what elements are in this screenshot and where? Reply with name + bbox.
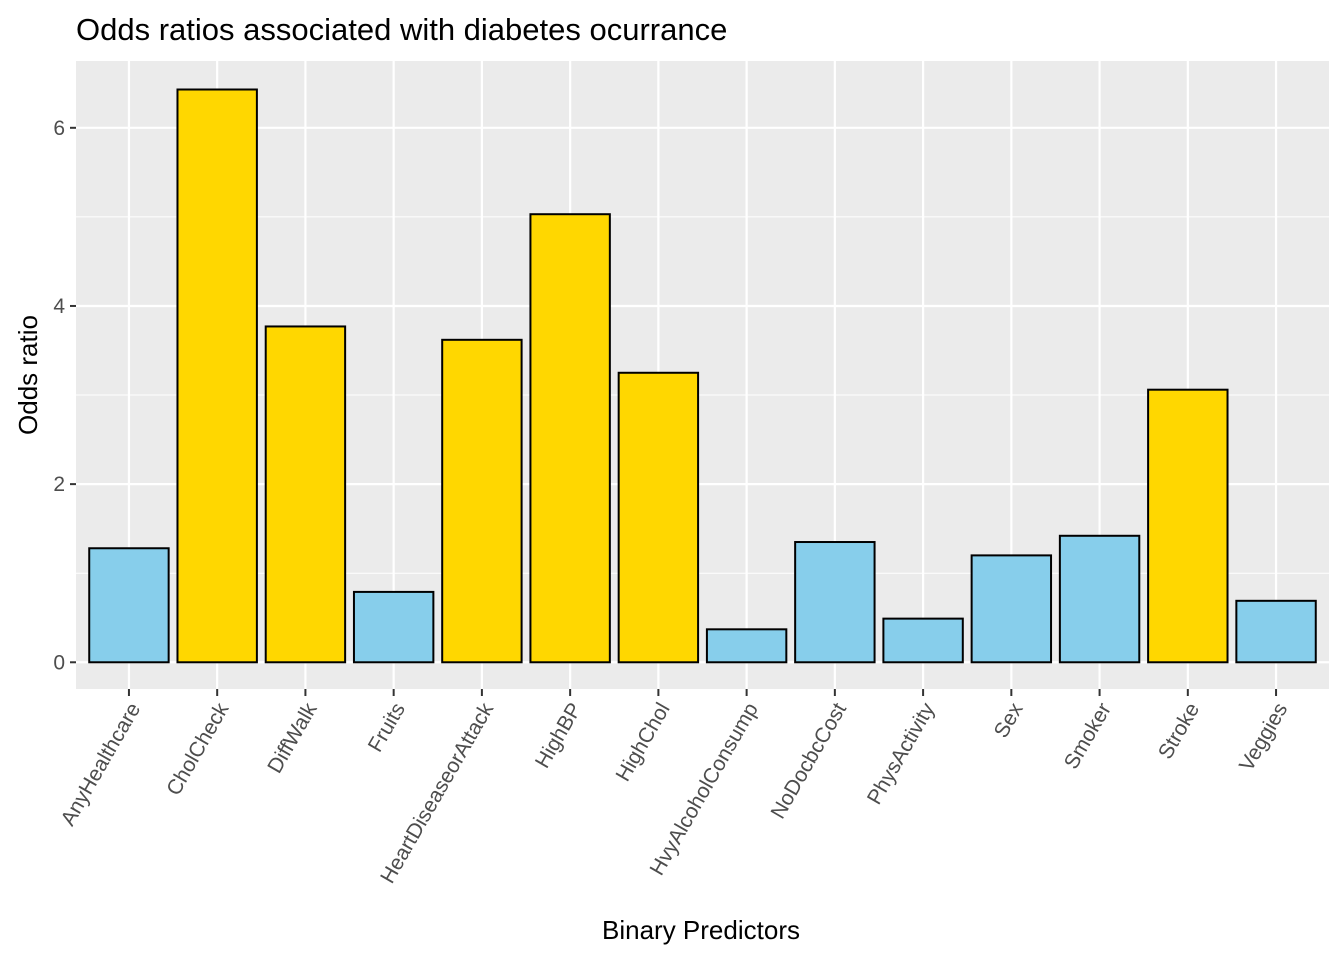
x-tick-label: Fruits	[364, 699, 410, 756]
x-tick-label: Smoker	[1060, 699, 1116, 773]
bars	[88, 88, 1317, 664]
x-tick-label: PhysActivity	[863, 699, 940, 809]
bar-highbp	[529, 213, 611, 664]
x-axis: AnyHealthcare CholCheck DiffWalk FruitsHear…	[56, 689, 1292, 887]
chart-title: Odds ratios associated with diabetes ocu…	[76, 12, 727, 47]
y-axis-title: Odds ratio	[13, 315, 43, 435]
x-tick-label: CholCheck	[162, 699, 234, 800]
bar-nodocbccost	[794, 541, 876, 664]
bar-cholcheck	[176, 88, 258, 664]
y-tick-label: 4	[53, 295, 65, 318]
x-tick-label: HighBP	[531, 699, 587, 772]
x-tick-label: Veggies	[1235, 699, 1292, 775]
bar-hvyalcoholconsump	[705, 628, 788, 664]
y-axis: 0 2 4 6	[53, 117, 76, 674]
bar-physactivity	[882, 617, 964, 664]
x-tick-label: Stroke	[1154, 699, 1204, 763]
bar-heartdiseaseorattack	[441, 338, 523, 664]
bar-highchol	[617, 371, 700, 664]
y-tick-label: 2	[53, 473, 65, 496]
plot-panel	[76, 61, 1329, 689]
y-tick-label: 0	[53, 651, 65, 674]
x-tick-label: NoDocbcCost	[766, 699, 851, 823]
bar-smoker	[1058, 534, 1141, 664]
bar-stroke	[1147, 388, 1229, 664]
bar-veggies	[1235, 599, 1317, 664]
x-tick-label: Sex	[990, 699, 1028, 742]
x-axis-title: Binary Predictors	[602, 915, 800, 945]
y-tick-label: 6	[53, 117, 65, 140]
x-tick-label: HighChol	[612, 699, 675, 785]
x-tick-label: AnyHealthcare	[56, 699, 145, 830]
bar-anyhealthcare	[88, 547, 170, 664]
bar-fruits	[352, 590, 435, 664]
bar-sex	[970, 554, 1053, 664]
x-tick-label: DiffWalk	[263, 699, 322, 778]
bar-diffwalk	[264, 325, 347, 664]
